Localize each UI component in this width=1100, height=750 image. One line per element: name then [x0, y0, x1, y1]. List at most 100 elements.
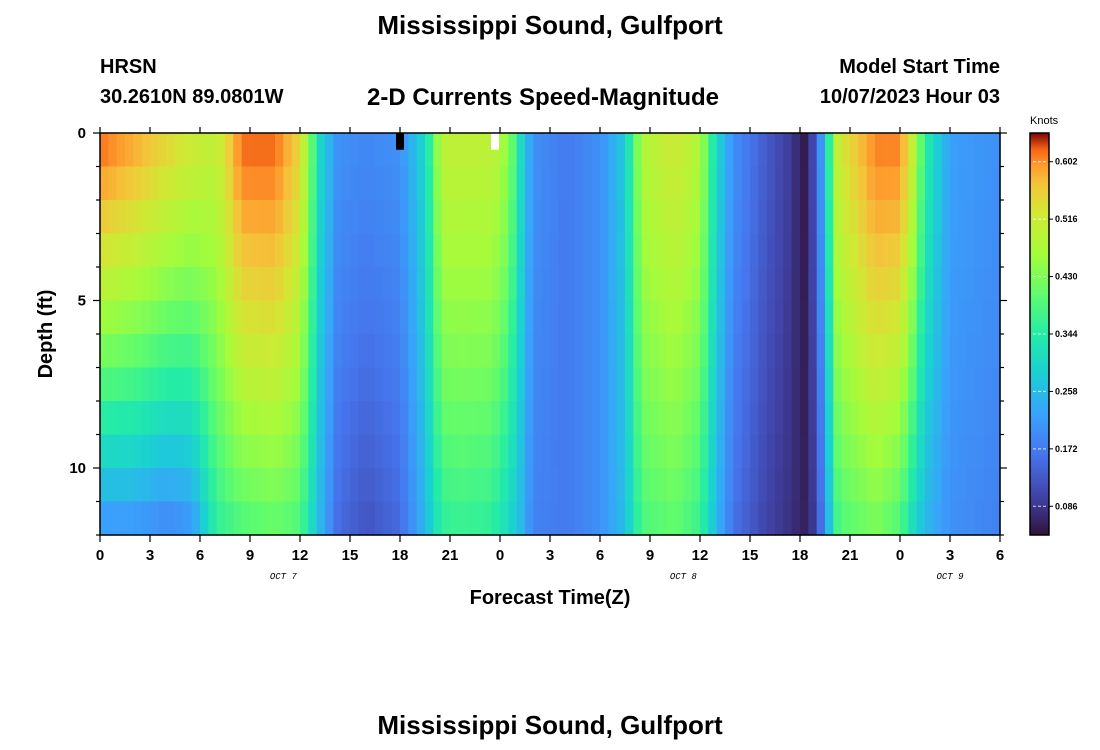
heatmap-cell: [758, 434, 768, 469]
heatmap-cell: [366, 468, 376, 503]
heatmap-cell: [341, 166, 351, 201]
heatmap-cell: [358, 334, 368, 369]
heatmap-cell: [141, 468, 151, 503]
heatmap-cell: [841, 501, 851, 536]
heatmap-cell: [450, 233, 459, 268]
heatmap-cell: [250, 166, 259, 201]
heatmap-cell: [966, 166, 976, 201]
heatmap-cell: [833, 200, 843, 235]
heatmap-cell: [591, 133, 601, 168]
heatmap-cell: [308, 367, 318, 402]
heatmap-cell: [408, 166, 418, 201]
heatmap-cell: [408, 267, 418, 302]
heatmap-cell: [333, 267, 343, 302]
heatmap-cell: [191, 200, 201, 235]
heatmap-cell: [366, 434, 376, 469]
heatmap-cell: [525, 166, 534, 201]
heatmap-cell: [916, 334, 926, 369]
station-coordinates: 30.2610N 89.0801W: [100, 86, 284, 108]
heatmap-cell: [666, 133, 676, 168]
heatmap-cell: [916, 367, 926, 402]
heatmap-cell: [733, 233, 743, 268]
heatmap-cell: [383, 267, 393, 302]
heatmap-cell: [541, 434, 551, 469]
heatmap-cell: [600, 200, 609, 235]
heatmap-cell: [216, 501, 226, 536]
heatmap-cell: [858, 367, 868, 402]
heatmap-cell: [175, 501, 184, 536]
heatmap-cell: [458, 434, 468, 469]
heatmap-cell: [975, 468, 984, 503]
heatmap-cell: [458, 267, 468, 302]
heatmap-cell: [383, 233, 393, 268]
heatmap-cell: [208, 367, 218, 402]
heatmap-cell: [666, 434, 676, 469]
heatmap-cell: [458, 401, 468, 436]
heatmap-cell: [625, 166, 634, 201]
heatmap-cell: [950, 468, 959, 503]
heatmap-cell: [266, 367, 276, 402]
heatmap-cell: [933, 300, 943, 335]
heatmap-cell: [383, 133, 393, 168]
heatmap-cell: [975, 401, 984, 436]
heatmap-cell: [166, 300, 176, 335]
heatmap-cell: [741, 300, 751, 335]
heatmap-cell: [791, 401, 801, 436]
heatmap-cell: [275, 166, 284, 201]
heatmap-cell: [191, 133, 201, 168]
heatmap-cell: [800, 133, 809, 168]
heatmap-cell: [700, 200, 709, 235]
heatmap-cell: [233, 367, 243, 402]
x-tick-label: 9: [646, 547, 654, 564]
heatmap-cell: [600, 133, 609, 168]
heatmap-cell: [341, 267, 351, 302]
heatmap-cell: [150, 166, 159, 201]
heatmap-cell: [725, 468, 734, 503]
heatmap-cell: [691, 267, 701, 302]
heatmap-cell: [341, 434, 351, 469]
heatmap-cell: [475, 233, 484, 268]
heatmap-cell: [541, 267, 551, 302]
heatmap-cell: [783, 334, 793, 369]
heatmap-cell: [191, 233, 201, 268]
heatmap-cell: [558, 367, 568, 402]
heatmap-cell: [266, 501, 276, 536]
y-axis-title: Depth (ft): [35, 290, 57, 379]
heatmap-cell: [458, 200, 468, 235]
heatmap-cell: [925, 233, 934, 268]
heatmap-cell: [341, 334, 351, 369]
heatmap-cell: [275, 334, 284, 369]
heatmap-cell: [808, 133, 818, 168]
heatmap-cell: [941, 300, 951, 335]
heatmap-cell: [916, 200, 926, 235]
heatmap-cell: [633, 200, 643, 235]
heatmap-cell: [241, 401, 251, 436]
heatmap-cell: [233, 300, 243, 335]
heatmap-cell: [233, 200, 243, 235]
heatmap-cell: [133, 367, 143, 402]
heatmap-cell: [316, 233, 326, 268]
heatmap-cell: [191, 434, 201, 469]
heatmap-cell: [650, 133, 659, 168]
heatmap-cell: [650, 200, 659, 235]
colorbar: Knots 0.602 0.516 0.430 0.344 0.258 0.172 0.08…: [1029, 115, 1078, 536]
heatmap-cell: [175, 233, 184, 268]
heatmap-cell: [891, 367, 901, 402]
heatmap-cell: [275, 267, 284, 302]
heatmap-cell: [583, 367, 593, 402]
heatmap-cell: [591, 166, 601, 201]
heatmap-cell: [683, 267, 693, 302]
heatmap-cell: [958, 501, 968, 536]
heatmap-cell: [666, 401, 676, 436]
heatmap-cell: [158, 133, 168, 168]
heatmap-cell: [508, 334, 518, 369]
colorbar-tick-label: 0.258: [1055, 386, 1078, 396]
heatmap-cell: [475, 200, 484, 235]
heatmap-cell: [658, 300, 668, 335]
x-tick-label: 9: [246, 547, 254, 564]
heatmap-cell: [825, 300, 834, 335]
heatmap-cell: [883, 133, 893, 168]
heatmap-cell: [825, 200, 834, 235]
heatmap-cell: [758, 468, 768, 503]
heatmap-cell: [275, 367, 284, 402]
